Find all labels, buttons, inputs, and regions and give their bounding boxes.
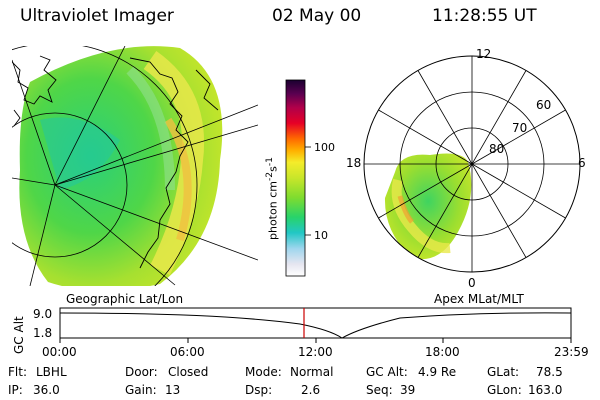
dsp-value: 2.6	[301, 383, 321, 397]
glon-label: GLon:	[487, 383, 522, 397]
colorbar-label: photon cm-2s-1	[264, 157, 280, 240]
ip-label: IP:	[8, 383, 23, 397]
door-label: Door:	[125, 365, 158, 379]
flt-label: Flt:	[8, 365, 27, 379]
mlat-ring-80: 80	[489, 142, 505, 156]
glon-value: 163.0	[528, 383, 563, 397]
glat-value: 78.5	[536, 365, 563, 379]
mlt-label-6: 6	[578, 156, 586, 170]
colorbar-tick-10: 10	[314, 229, 328, 242]
gain-value: 13	[165, 383, 181, 397]
colorbar-tick-100: 100	[314, 141, 335, 154]
time-tick-2359: 23:59	[554, 345, 589, 359]
time-tick-0600: 06:00	[170, 345, 205, 359]
ip-value: 36.0	[33, 383, 60, 397]
mlt-label-0: 0	[468, 276, 476, 290]
mlt-label-12: 12	[476, 47, 492, 61]
mlat-ring-70: 70	[512, 121, 528, 135]
altitude-ytick-high: 9.0	[33, 307, 53, 321]
altitude-plot	[59, 307, 572, 343]
time-tick-1800: 18:00	[425, 345, 460, 359]
date-label: 02 May 00	[272, 6, 362, 26]
glat-label: GLat:	[487, 365, 520, 379]
gain-label: Gain:	[125, 383, 157, 397]
altitude-ytick-low: 1.8	[33, 326, 53, 340]
flt-value: LBHL	[36, 365, 67, 379]
time-tick-0000: 00:00	[42, 345, 77, 359]
mlt-label-18: 18	[346, 156, 362, 170]
geographic-image	[12, 46, 258, 286]
instrument-title: Ultraviolet Imager	[20, 6, 174, 26]
time-tick-1200: 12:00	[298, 345, 333, 359]
seq-label: Seq:	[366, 383, 393, 397]
gcalt-value: 4.9 Re	[418, 365, 457, 379]
gcalt-label: GC Alt:	[366, 365, 408, 379]
polar-image	[363, 55, 581, 273]
altitude-ylabel: GC Alt	[12, 316, 26, 354]
color-scale	[285, 79, 306, 277]
mlat-ring-60: 60	[536, 98, 552, 112]
mode-label: Mode:	[245, 365, 282, 379]
seq-value: 39	[400, 383, 416, 397]
door-value: Closed	[168, 365, 209, 379]
left-panel-caption: Geographic Lat/Lon	[66, 292, 184, 306]
mode-value: Normal	[290, 365, 334, 379]
dsp-label: Dsp:	[245, 383, 273, 397]
right-panel-caption: Apex MLat/MLT	[434, 292, 524, 306]
time-label: 11:28:55 UT	[432, 6, 537, 26]
